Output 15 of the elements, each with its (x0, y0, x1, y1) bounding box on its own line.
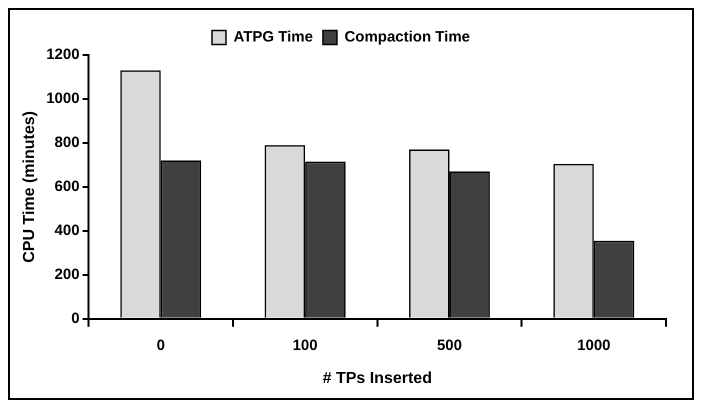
y-tick-label: 1000 (46, 90, 80, 108)
x-tick-label: 500 (436, 336, 462, 354)
y-tick-label: 800 (54, 134, 80, 152)
x-tick-label: 100 (292, 336, 318, 354)
y-tick-label: 0 (71, 310, 80, 327)
y-tick-label: 1200 (46, 46, 80, 64)
y-axis-title: CPU Time (minutes) (21, 111, 38, 263)
legend-label: Compaction Time (344, 28, 470, 46)
x-tick-label: 0 (156, 336, 165, 354)
y-tick-label: 200 (54, 266, 80, 283)
y-tick-label: 600 (54, 178, 80, 196)
legend-label: ATPG Time (233, 28, 313, 46)
x-tick-label: 1000 (577, 336, 611, 354)
y-tick-label: 400 (54, 222, 80, 240)
x-axis-title: # TPs Inserted (322, 370, 432, 387)
